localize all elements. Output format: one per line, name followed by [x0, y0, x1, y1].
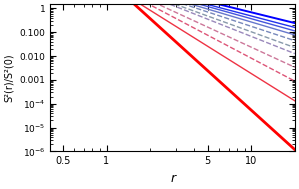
Y-axis label: S²(r)/S²(0): S²(r)/S²(0): [4, 53, 14, 102]
X-axis label: r: r: [170, 172, 175, 185]
